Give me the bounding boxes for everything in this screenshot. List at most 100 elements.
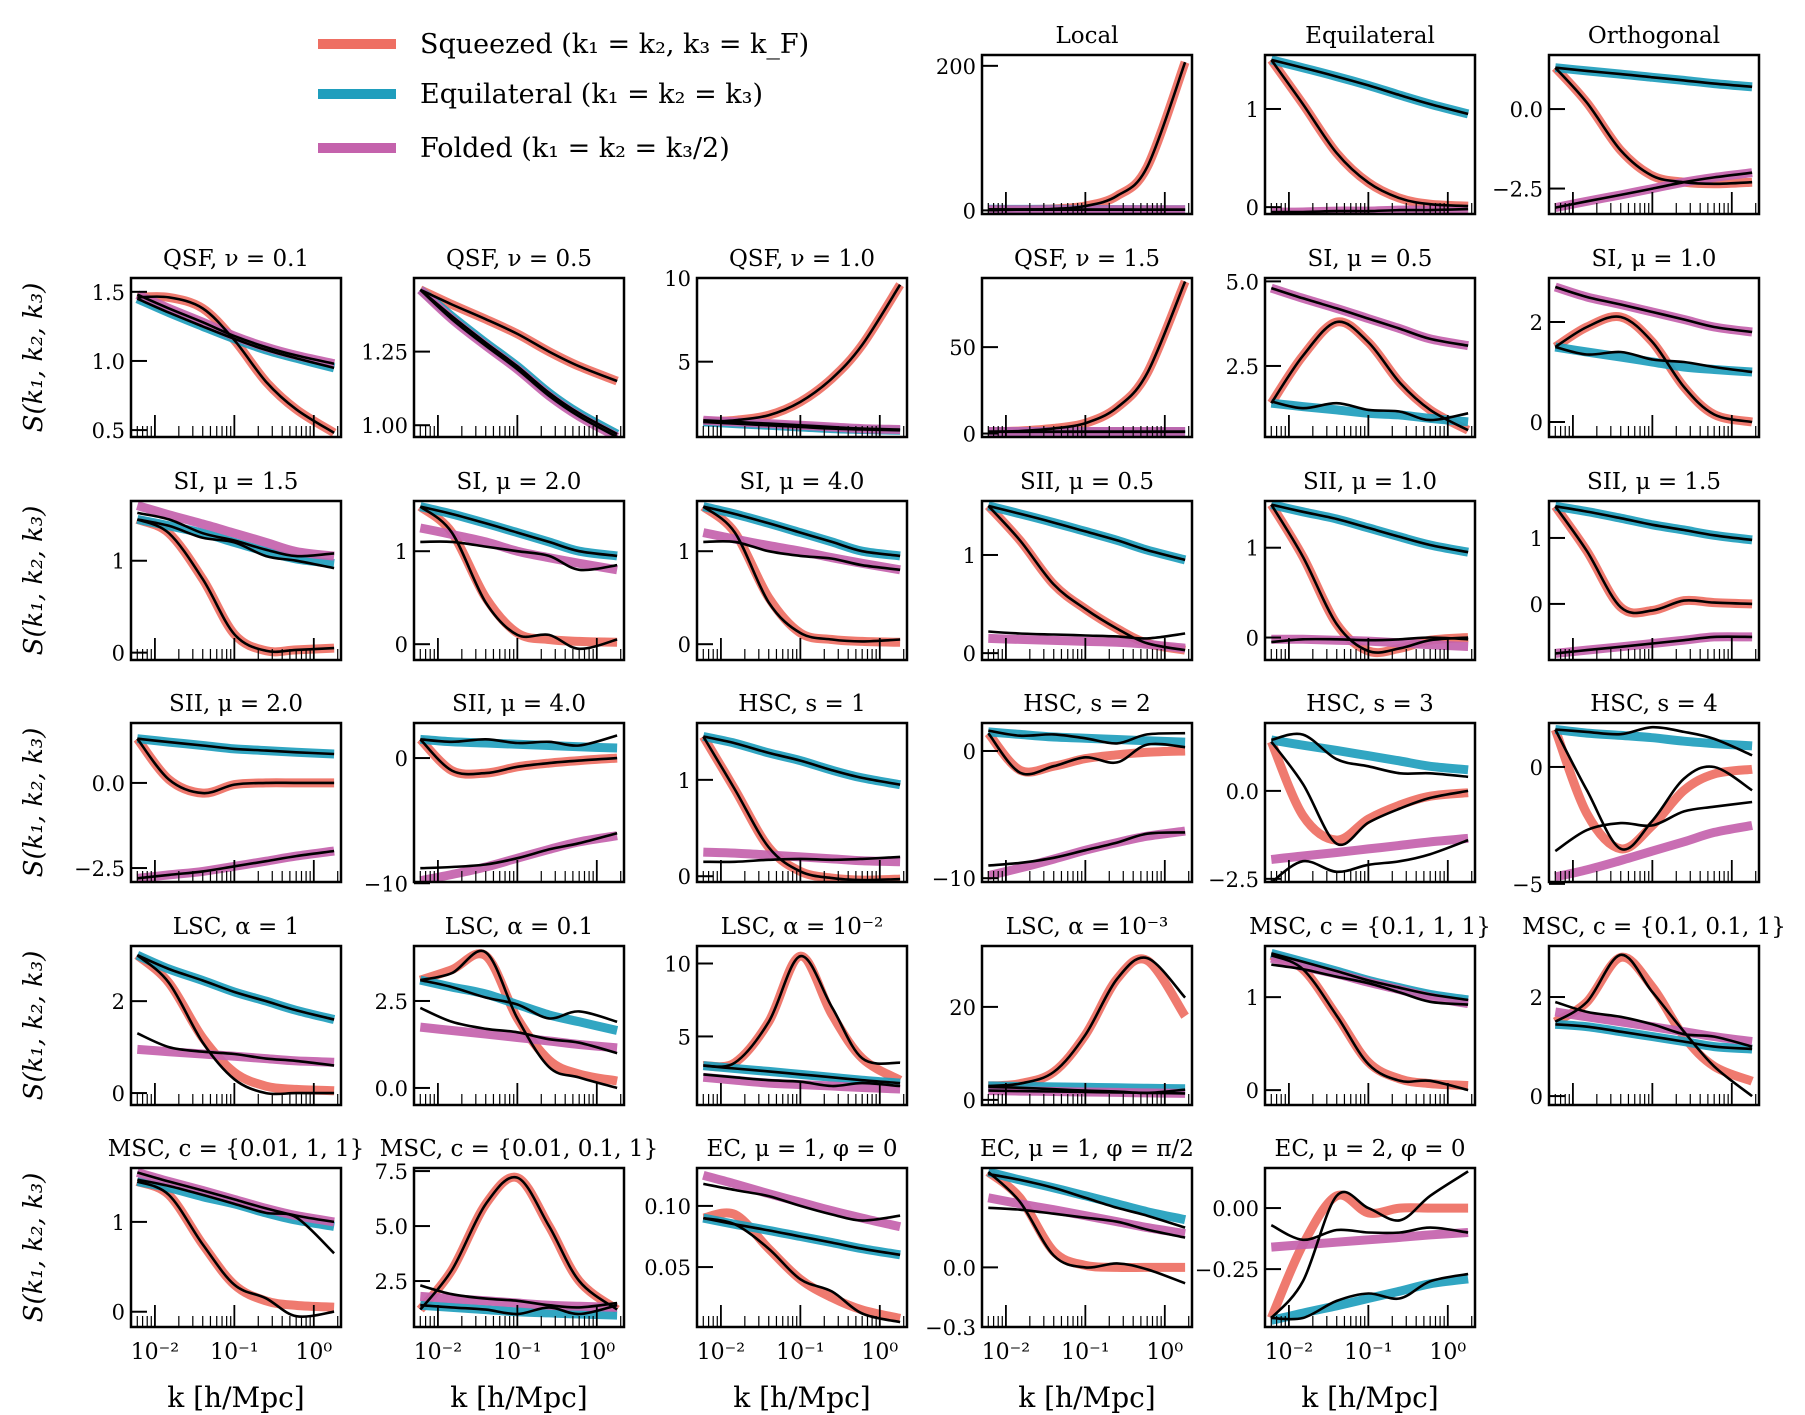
prediction-squeezed-line xyxy=(988,956,1187,1088)
series-folded-line xyxy=(1554,820,1753,882)
x-tick-label: 10⁻² xyxy=(982,1340,1030,1365)
x-tick-label: 10⁰ xyxy=(1429,1340,1466,1365)
prediction-squeezed-line xyxy=(137,295,335,434)
x-tick-label: 10⁻¹ xyxy=(1061,1340,1109,1365)
prediction-squeezed-line xyxy=(1270,954,1469,1092)
x-axis-label: k [h/Mpc] xyxy=(167,1381,304,1414)
panel-title: QSF, ν = 0.1 xyxy=(163,246,309,272)
series-group xyxy=(988,954,1189,1098)
prediction-folded-line xyxy=(1270,286,1469,347)
prediction-folded-line xyxy=(988,630,1186,640)
legend-item-folded: Folded (k₁ = k₂ = k₃/2) xyxy=(318,128,730,168)
y-tick-label: −2.5 xyxy=(1492,178,1543,202)
y-axis-label: S(k₁, k₂, k₃) xyxy=(19,951,49,1101)
x-tick-label: 10⁰ xyxy=(1146,1340,1183,1365)
y-tick-label: 2.5 xyxy=(1226,355,1259,379)
axes-frame xyxy=(980,944,1194,1107)
prediction-squeezed-line xyxy=(988,281,1187,434)
axes-frame xyxy=(1263,53,1477,216)
panel: QSF, ν = 1.5 0 50 xyxy=(949,246,1194,447)
prediction-equilateral-line xyxy=(1271,400,1469,422)
prediction-equilateral-line xyxy=(703,505,901,558)
panel-title: HSC, s = 4 xyxy=(1590,691,1718,717)
panel-title: SII, μ = 2.0 xyxy=(169,691,303,717)
y-tick-label: 1 xyxy=(1246,98,1259,122)
prediction-equilateral-line xyxy=(420,734,618,747)
prediction-folded-line xyxy=(419,1006,618,1055)
series-group xyxy=(1267,283,1471,435)
series-folded-line xyxy=(136,1044,335,1067)
panel: Orthogonal 0.0 −2.5 xyxy=(1492,23,1761,216)
y-tick-label: 10 xyxy=(664,267,691,291)
axes-frame xyxy=(1263,276,1477,439)
series-group xyxy=(1267,732,1469,882)
y-tick-label: 0 xyxy=(1246,1079,1259,1103)
series-group xyxy=(135,290,337,437)
panel: QSF, ν = 0.5 1.00 1.25 xyxy=(361,246,626,439)
y-tick-label: −2.5 xyxy=(74,857,125,881)
y-tick-label: 5 xyxy=(678,351,691,375)
series-squeezed-line xyxy=(988,954,1189,1091)
panel: Local 0 200 xyxy=(936,23,1194,223)
prediction-folded-line xyxy=(988,1206,1186,1239)
y-tick-label: −2.5 xyxy=(1208,868,1259,892)
axes-frame xyxy=(129,276,343,439)
prediction-folded-line xyxy=(703,1073,901,1088)
y-tick-label: 0 xyxy=(1530,1085,1543,1109)
series-folded-line xyxy=(135,290,336,369)
prediction-squeezed-line xyxy=(702,505,901,643)
x-tick-label: 10⁰ xyxy=(295,1340,332,1365)
x-tick-label: 10⁻¹ xyxy=(1344,1340,1392,1365)
y-tick-label: 7.5 xyxy=(375,1160,408,1184)
prediction-equilateral-line xyxy=(1555,505,1753,542)
series-group xyxy=(418,949,619,1090)
prediction-folded-line xyxy=(419,1284,618,1309)
series-folded-line xyxy=(702,528,901,575)
prediction-folded-line xyxy=(136,1171,335,1224)
y-tick-label: 0.0 xyxy=(92,772,125,796)
panel-title: EC, μ = 2, φ = 0 xyxy=(1275,1136,1466,1162)
panel-title: MSC, c = {0.1, 0.1, 1} xyxy=(1522,914,1786,940)
y-tick-label: 0.05 xyxy=(644,1256,691,1280)
panel-title: HSC, s = 2 xyxy=(1023,691,1151,717)
y-tick-label: 1 xyxy=(1530,527,1543,551)
y-tick-label: 0.0 xyxy=(375,1077,408,1101)
panel-title: QSF, ν = 1.5 xyxy=(1014,246,1160,272)
y-tick-label: 5.0 xyxy=(1226,270,1259,294)
x-axis-label: k [h/Mpc] xyxy=(733,1381,870,1414)
y-tick-label: 0 xyxy=(678,865,691,889)
prediction-squeezed-line xyxy=(987,732,1186,776)
y-tick-label: 1 xyxy=(112,1211,125,1235)
series-group xyxy=(1551,501,1753,658)
axes-frame xyxy=(129,499,343,662)
y-tick-label: 0 xyxy=(112,642,125,666)
series-group xyxy=(417,502,618,651)
y-tick-label: 0 xyxy=(963,423,976,447)
prediction-squeezed-line xyxy=(419,288,618,383)
panel-title: SII, μ = 0.5 xyxy=(1020,469,1154,495)
y-tick-label: 0 xyxy=(1530,756,1543,780)
y-axis-label: S(k₁, k₂, k₃) xyxy=(19,1173,49,1323)
series-group xyxy=(133,734,335,882)
series-squeezed-line xyxy=(700,502,901,647)
y-tick-label: 1.25 xyxy=(361,341,408,365)
panel: EC, μ = 1, φ = 0 0.05 0.10 10⁻² 10⁻¹ 10⁰ k [h/… xyxy=(644,1136,909,1414)
y-tick-label: −10 xyxy=(364,872,408,896)
panel-title: QSF, ν = 0.5 xyxy=(446,246,592,272)
prediction-folded-line xyxy=(1271,963,1469,1006)
series-squeezed-line xyxy=(702,1208,902,1323)
y-tick-label: 1 xyxy=(1246,986,1259,1010)
prediction-squeezed-line xyxy=(1270,740,1469,847)
series-group xyxy=(988,279,1190,437)
prediction-equilateral-line xyxy=(420,978,618,1024)
x-tick-label: 10⁻² xyxy=(131,1340,179,1365)
axes-frame xyxy=(1263,944,1477,1107)
panel-title: SI, μ = 0.5 xyxy=(1308,246,1433,272)
series-group xyxy=(1267,55,1470,214)
panel-title: QSF, ν = 1.0 xyxy=(729,246,875,272)
y-tick-label: 0 xyxy=(112,1301,125,1325)
y-tick-label: 5.0 xyxy=(375,1215,408,1239)
panel: MSC, c = {0.1, 0.1, 1} 0 2 xyxy=(1522,914,1786,1109)
prediction-squeezed-line xyxy=(703,954,901,1068)
series-folded-line xyxy=(703,847,901,867)
